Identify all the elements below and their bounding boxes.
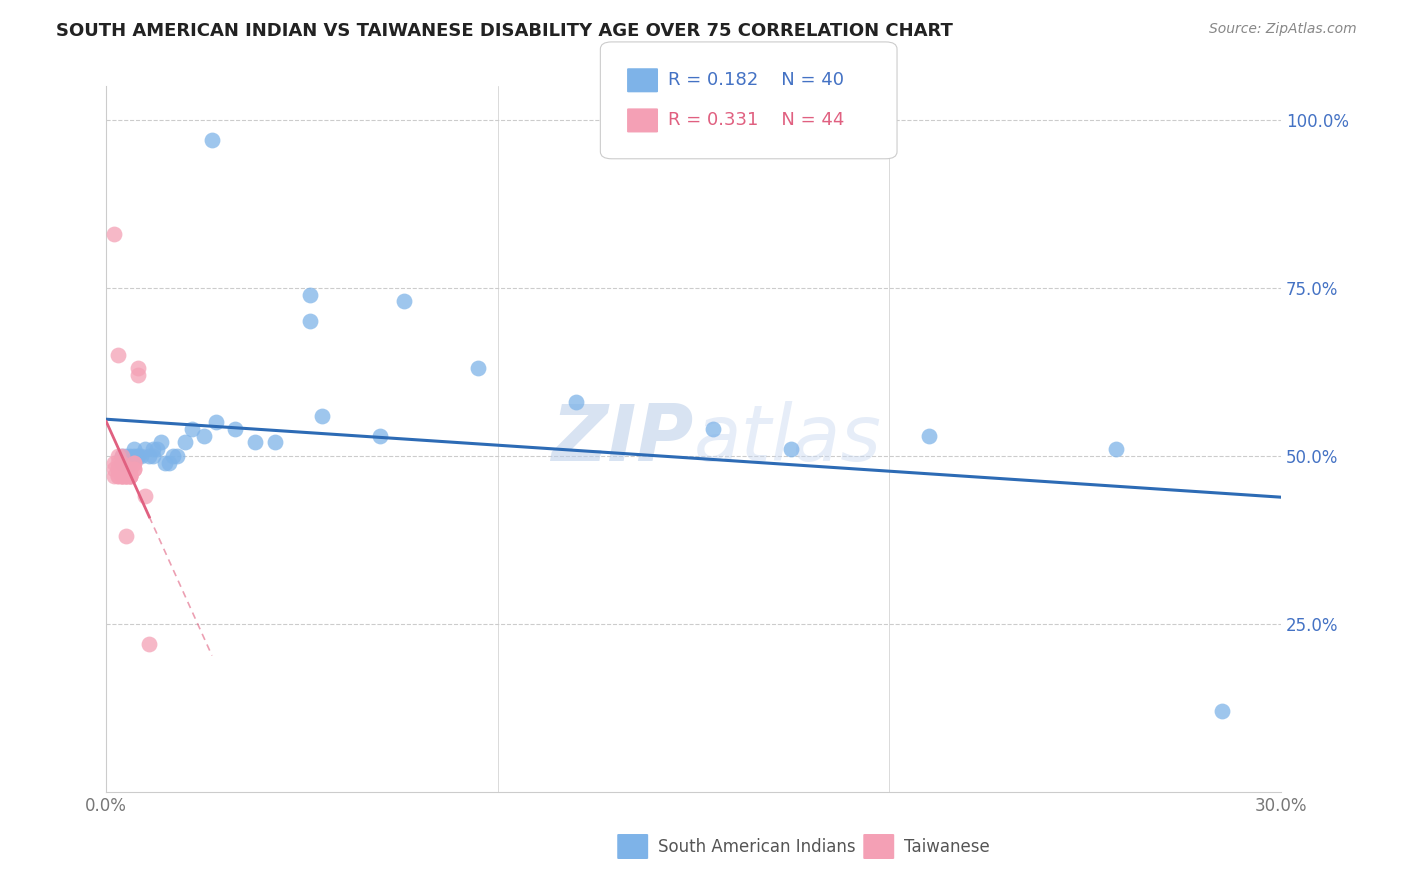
Text: South American Indians: South American Indians (658, 838, 856, 855)
Point (201, 133, 224, 147)
Text: ZIP: ZIP (551, 401, 693, 477)
Point (122, 456, 145, 470)
Point (114, 462, 136, 476)
Point (114, 449, 136, 463)
Point (157, 456, 180, 470)
Point (103, 462, 125, 476)
Point (114, 469, 136, 483)
Point (114, 529, 136, 543)
Point (1105, 442, 1128, 456)
Point (118, 456, 141, 470)
Point (153, 456, 176, 470)
Point (173, 435, 195, 450)
Point (138, 449, 160, 463)
Point (103, 469, 125, 483)
Point (111, 462, 134, 476)
Point (392, 294, 415, 309)
Point (127, 449, 149, 463)
Point (127, 368, 149, 383)
Point (370, 428, 392, 442)
Point (146, 442, 169, 456)
Point (107, 469, 129, 483)
Point (150, 435, 173, 450)
Point (134, 489, 156, 503)
Point (780, 442, 803, 456)
Point (107, 462, 129, 476)
Point (127, 361, 149, 376)
Point (565, 395, 588, 409)
Point (114, 462, 136, 476)
Point (134, 442, 156, 456)
Point (142, 442, 165, 456)
Point (107, 462, 129, 476)
Text: Source: ZipAtlas.com: Source: ZipAtlas.com (1209, 22, 1357, 37)
Point (111, 449, 134, 463)
Point (118, 462, 141, 476)
Point (1211, 704, 1233, 718)
Point (111, 469, 134, 483)
Point (114, 469, 136, 483)
Point (107, 449, 129, 463)
Point (122, 456, 145, 470)
Point (298, 314, 321, 328)
Point (205, 415, 228, 429)
Point (111, 462, 134, 476)
Point (111, 469, 134, 483)
Point (107, 348, 129, 362)
Point (193, 428, 215, 442)
Point (111, 469, 134, 483)
Point (142, 449, 165, 463)
Text: R = 0.331    N = 44: R = 0.331 N = 44 (668, 112, 844, 129)
Text: SOUTH AMERICAN INDIAN VS TAIWANESE DISABILITY AGE OVER 75 CORRELATION CHART: SOUTH AMERICAN INDIAN VS TAIWANESE DISAB… (56, 22, 953, 40)
Point (118, 469, 141, 483)
Point (118, 462, 141, 476)
Point (127, 449, 149, 463)
Point (263, 435, 285, 450)
Point (702, 422, 724, 436)
Point (166, 449, 188, 463)
Point (467, 361, 489, 376)
Point (114, 462, 136, 476)
Point (111, 449, 134, 463)
Point (224, 422, 246, 436)
Point (111, 456, 134, 470)
Point (122, 449, 145, 463)
Point (138, 637, 160, 651)
Point (107, 456, 129, 470)
Text: atlas: atlas (693, 401, 882, 477)
Point (311, 409, 333, 423)
Point (111, 462, 134, 476)
Text: R = 0.182    N = 40: R = 0.182 N = 40 (668, 71, 844, 89)
Point (122, 462, 145, 476)
Point (114, 469, 136, 483)
Point (298, 287, 321, 301)
Point (111, 462, 134, 476)
Point (111, 469, 134, 483)
Point (114, 469, 136, 483)
Point (243, 435, 266, 450)
Point (114, 462, 136, 476)
Point (131, 449, 153, 463)
Point (122, 462, 145, 476)
Point (118, 469, 141, 483)
Point (111, 456, 134, 470)
Point (103, 227, 125, 241)
Point (181, 422, 204, 436)
Point (122, 442, 145, 456)
Point (118, 469, 141, 483)
Point (118, 449, 141, 463)
Point (162, 449, 184, 463)
Point (107, 469, 129, 483)
Point (118, 469, 141, 483)
Point (103, 456, 125, 470)
Text: Taiwanese: Taiwanese (904, 838, 990, 855)
Point (917, 428, 939, 442)
